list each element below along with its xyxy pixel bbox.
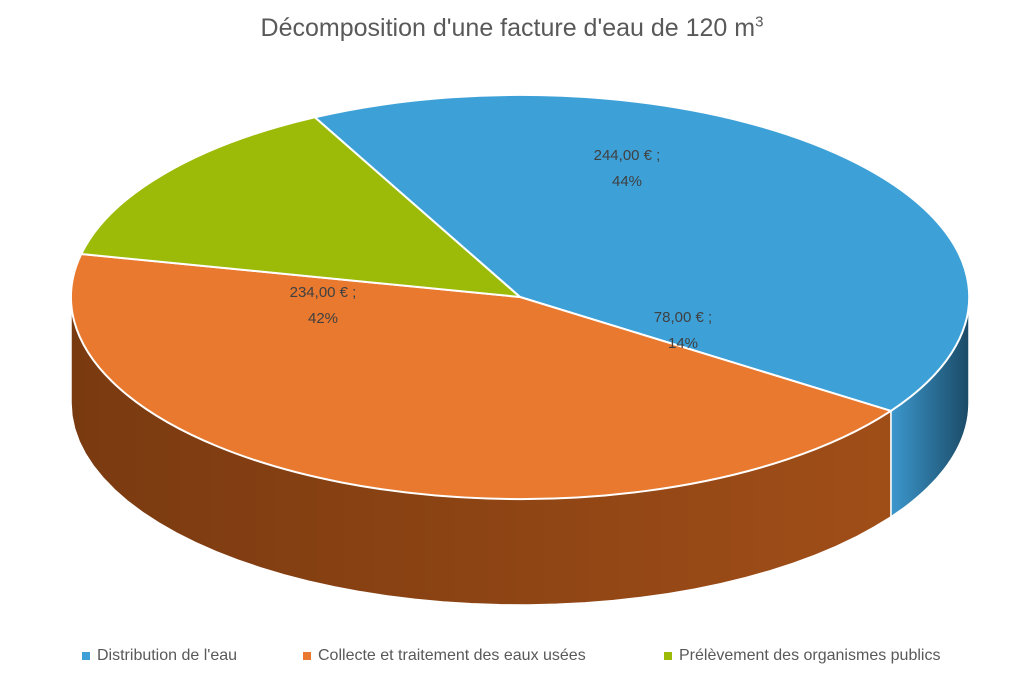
data-label-value-collecte: 244,00 € ; [594,147,661,164]
pie-chart: 234,00 € ; 42% 244,00 € ; 44% 78,00 € ; 14% [70,93,971,606]
legend: Distribution de l'eau Collecte et traite… [0,647,1024,671]
data-label-percent-distribution: 42% [308,310,338,327]
legend-swatch-prelevement [664,652,672,660]
data-label-value-prelevement: 78,00 € ; [654,309,712,326]
data-label-percent-prelevement: 14% [668,335,698,352]
pie-labels: 234,00 € ; 42% 244,00 € ; 44% 78,00 € ; 14% [290,147,713,352]
legend-swatch-collecte [303,652,311,660]
legend-item-distribution: Distribution de l'eau [82,647,237,665]
pie-slice-prelevement [79,116,524,299]
pie-slice-distribution [312,93,971,412]
chart-title: Décomposition d'une facture d'eau de 120… [0,14,1024,43]
data-label-percent-collecte: 44% [612,173,642,190]
legend-swatch-distribution [82,652,90,660]
pie-slice-collecte [70,252,894,501]
legend-label-collecte: Collecte et traitement des eaux usées [318,647,586,664]
legend-item-collecte: Collecte et traitement des eaux usées [303,647,586,665]
chart-title-text: Décomposition d'une facture d'eau de 120… [260,14,756,42]
pie-tops [70,93,971,501]
chart-title-superscript: 3 [755,13,764,31]
data-label-value-distribution: 234,00 € ; [290,284,357,301]
legend-item-prelevement: Prélèvement des organismes publics [664,647,940,665]
legend-label-prelevement: Prélèvement des organismes publics [679,647,941,664]
legend-label-distribution: Distribution de l'eau [97,647,238,664]
